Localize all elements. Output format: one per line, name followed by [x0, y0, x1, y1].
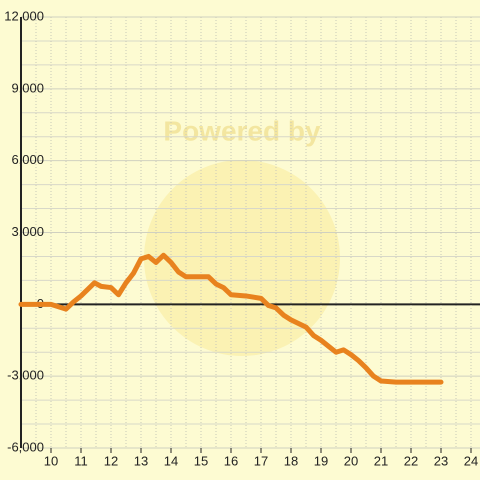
x-tick-label: 15: [194, 453, 208, 468]
x-tick-label: 16: [224, 453, 238, 468]
y-tick-label: -6,000: [7, 439, 44, 454]
x-tick-label: 19: [314, 453, 328, 468]
y-tick-label: 9,000: [11, 80, 44, 95]
x-tick-label: 23: [434, 453, 448, 468]
x-tick-label: 20: [344, 453, 358, 468]
x-tick-label: 17: [254, 453, 268, 468]
x-tick-label: 18: [284, 453, 298, 468]
x-tick-label: 14: [164, 453, 178, 468]
y-tick-label: 3,000: [11, 224, 44, 239]
y-tick-label: 12,000: [4, 8, 44, 23]
x-tick-label: 24: [464, 453, 478, 468]
x-tick-label: 22: [404, 453, 418, 468]
watermark: Powered by: [163, 115, 321, 146]
x-tick-label: 10: [44, 453, 58, 468]
x-tick-label: 21: [374, 453, 388, 468]
y-tick-label: 6,000: [11, 152, 44, 167]
x-tick-label: 11: [74, 453, 88, 468]
data-line: [18, 252, 444, 385]
watermark-logo: [144, 160, 340, 356]
x-tick-label: 12: [104, 453, 118, 468]
x-tick-label: 13: [134, 453, 148, 468]
y-tick-label: -3,000: [7, 368, 44, 383]
